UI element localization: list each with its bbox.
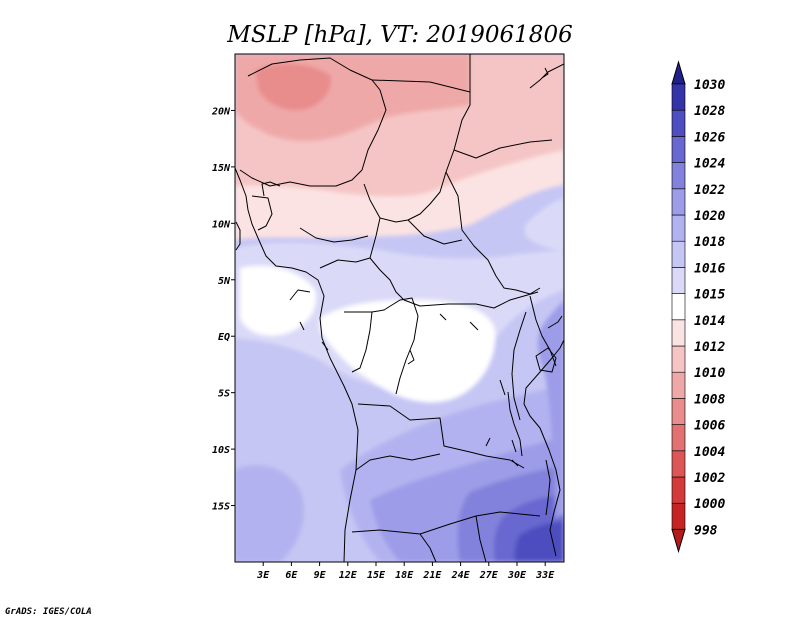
x-tick-label: 27E: [479, 570, 499, 581]
x-axis: 3E 6E 9E 12E 15E 18E 21E 24E 27E 30E 33E: [256, 562, 555, 581]
colorbar-swatch: [671, 502, 686, 530]
colorbar-swatch: [671, 450, 686, 478]
colorbar-top-arrow: [671, 60, 686, 85]
map-frame: [234, 53, 565, 563]
colorbar-label: 1012: [694, 340, 725, 355]
colorbar-label: 1028: [694, 104, 725, 119]
colorbar-swatch: [671, 476, 686, 504]
colorbar-label: 998: [694, 523, 718, 538]
colorbar-label: 1010: [694, 366, 725, 381]
colorbar-label: 1016: [694, 261, 725, 276]
colorbar-label: 1002: [694, 471, 725, 486]
x-tick-label: 6E: [285, 570, 298, 581]
x-tick-label: 3E: [256, 570, 270, 581]
colorbar-swatch: [671, 214, 686, 242]
colorbar-label: 1014: [694, 314, 725, 329]
colorbar-swatch: [671, 267, 686, 294]
colorbar-swatch: [671, 162, 686, 190]
colorbar-swatch: [671, 319, 686, 347]
colorbar-label: 1024: [694, 157, 725, 172]
colorbar-swatch: [671, 424, 686, 452]
y-axis: 20N 15N 10N 5N EQ 5S 10S 15S: [211, 106, 235, 513]
colorbar-swatch: [671, 83, 686, 111]
y-tick-label: EQ: [218, 332, 230, 343]
colorbar-swatch: [671, 136, 686, 163]
x-tick-label: 21E: [422, 570, 442, 581]
pressure-field: [235, 54, 564, 562]
colorbar-swatch: [671, 240, 686, 268]
coastlines-and-borders: [235, 54, 564, 562]
colorbar: 998 1000 1002 1004 1006 1008 1010 1012 1014 1015 1…: [671, 60, 725, 554]
colorbar-label: 1022: [694, 183, 725, 198]
y-tick-label: 5S: [218, 389, 230, 400]
colorbar-label: 1030: [694, 78, 725, 93]
y-tick-label: 15S: [212, 502, 230, 513]
y-tick-label: 10S: [212, 445, 230, 456]
x-tick-label: 12E: [339, 570, 358, 581]
y-tick-label: 10N: [212, 219, 231, 230]
x-tick-label: 24E: [451, 570, 471, 581]
colorbar-bottom-arrow: [671, 528, 686, 554]
colorbar-label: 1008: [694, 392, 725, 407]
x-tick-label: 30E: [507, 570, 527, 581]
y-tick-label: 5N: [218, 276, 231, 287]
colorbar-swatch: [671, 293, 686, 321]
x-tick-label: 18E: [395, 570, 414, 581]
colorbar-swatch: [671, 345, 686, 373]
colorbar-swatch: [671, 371, 686, 399]
chart-title: MSLP [hPa], VT: 2019061806: [226, 22, 572, 48]
y-tick-label: 20N: [211, 106, 231, 117]
colorbar-label: 1004: [694, 445, 725, 460]
colorbar-swatch: [671, 188, 686, 216]
x-tick-label: 33E: [535, 570, 555, 581]
x-tick-label: 9E: [314, 570, 327, 581]
colorbar-label: 1018: [694, 235, 725, 250]
colorbar-swatch: [671, 398, 686, 425]
colorbar-label: 1006: [694, 419, 725, 434]
colorbar-label: 1020: [694, 209, 725, 224]
colorbar-label: 1026: [694, 130, 725, 145]
colorbar-swatch: [671, 109, 686, 137]
grads-credit: GrADS: IGES/COLA: [5, 607, 92, 617]
colorbar-label: 1015: [694, 288, 725, 303]
colorbar-label: 1000: [694, 497, 725, 512]
y-tick-label: 15N: [212, 163, 231, 174]
x-tick-label: 15E: [367, 570, 386, 581]
